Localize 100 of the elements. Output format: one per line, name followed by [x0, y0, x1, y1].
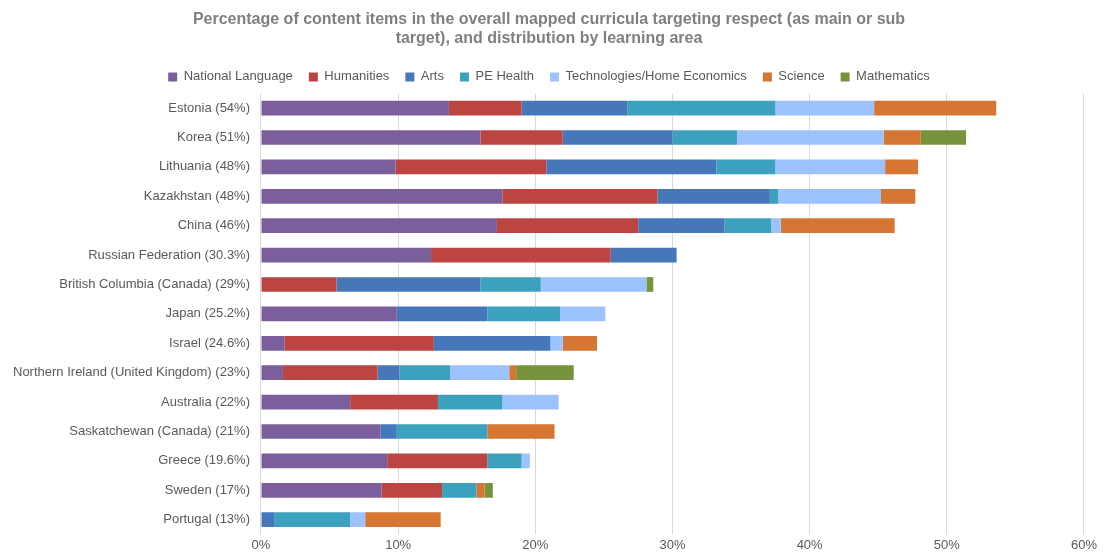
bar: [261, 100, 449, 116]
y-tick-label: Saskatchewan (Canada) (21%): [69, 423, 250, 439]
bar: [502, 394, 559, 410]
bar: [350, 512, 366, 528]
bar: [431, 247, 611, 263]
bar: [516, 365, 574, 381]
bar: [562, 335, 598, 351]
bar: [261, 482, 382, 498]
bar: [880, 188, 916, 204]
y-tick-label: Sweden (17%): [164, 481, 250, 497]
bar: [480, 277, 541, 292]
x-tick-label: 20%: [522, 536, 549, 552]
bar: [274, 512, 351, 528]
legend-label: Technologies/Home Economics: [565, 68, 748, 84]
bar: [716, 159, 776, 175]
bar: [885, 159, 919, 175]
bar: [387, 453, 488, 469]
bar: [261, 306, 397, 322]
bar: [780, 218, 895, 234]
bar: [261, 453, 388, 469]
bar: [377, 365, 400, 381]
bar: [261, 159, 396, 175]
bar: [261, 188, 503, 204]
bar: [672, 130, 737, 145]
bar: [521, 100, 628, 116]
bar: [448, 100, 522, 116]
bar: [487, 306, 561, 322]
bar: [521, 453, 530, 469]
bar: [399, 365, 451, 381]
bar: [480, 130, 563, 145]
bar: [769, 188, 779, 204]
bar: [509, 365, 517, 381]
bar: [381, 482, 443, 498]
bar: [336, 277, 481, 292]
x-tick-label: 40%: [796, 536, 824, 552]
bar: [540, 277, 647, 292]
x-tick-label: 30%: [659, 536, 686, 552]
bar: [610, 247, 677, 263]
bar: [874, 100, 997, 116]
bar: [261, 424, 381, 439]
bar: [546, 159, 717, 175]
legend-label: Mathematics: [856, 68, 931, 84]
bar: [657, 188, 770, 204]
bar: [261, 365, 283, 381]
x-tick-label: 60%: [1070, 536, 1098, 552]
bar: [487, 453, 522, 469]
bar: [646, 277, 654, 292]
y-tick-label: Korea (51%): [177, 129, 250, 145]
y-tick-label: Portugal (13%): [163, 511, 250, 527]
y-tick-label: Kazakhstan (48%): [143, 187, 250, 203]
x-tick-label: 50%: [933, 536, 961, 552]
bar: [920, 130, 967, 145]
bar: [476, 482, 485, 498]
bar: [550, 335, 563, 351]
bar: [437, 394, 503, 410]
bar: [433, 335, 551, 351]
bar: [365, 512, 441, 528]
x-tick-label: 10%: [385, 536, 412, 552]
y-tick-label: Japan (25.2%): [165, 305, 250, 321]
bar: [396, 306, 488, 322]
bar: [282, 365, 378, 381]
legend-label: Humanities: [324, 68, 390, 84]
bar: [261, 247, 432, 263]
bar: [562, 130, 673, 145]
y-tick-label: Lithuania (48%): [158, 158, 250, 174]
bar: [496, 218, 639, 234]
legend-label: Science: [778, 68, 825, 84]
bar: [396, 424, 488, 439]
chart-title: Percentage of content items in the overall mapped curricula targeting respect (as main or sub target), and distribution by learning area: [192, 10, 906, 47]
bar: [261, 335, 285, 351]
bar: [450, 365, 510, 381]
bar: [778, 188, 881, 204]
bar: [487, 424, 555, 439]
legend-label: Arts: [420, 68, 445, 84]
bar: [380, 424, 397, 439]
x-tick-label: 0%: [251, 536, 271, 552]
y-tick-label: Northern Ireland (United Kingdom) (23%): [13, 364, 250, 380]
bar: [350, 394, 438, 410]
bar: [261, 512, 275, 528]
bar: [484, 482, 493, 498]
y-tick-label: Estonia (54%): [168, 99, 250, 115]
bar: [261, 218, 497, 234]
bar: [395, 159, 547, 175]
bar: [502, 188, 658, 204]
bar: [261, 394, 351, 410]
y-tick-label: British Columbia (Canada) (29%): [59, 276, 250, 292]
bar: [261, 130, 481, 145]
legend-label: PE Health: [475, 68, 535, 84]
y-tick-label: Australia (22%): [161, 393, 250, 409]
y-tick-label: China (46%): [177, 217, 250, 233]
bar: [627, 100, 776, 116]
bar: [442, 482, 477, 498]
legend-label: National Language: [183, 68, 293, 84]
y-tick-label: Greece (19.6%): [158, 452, 250, 468]
y-tick-label: Russian Federation (30.3%): [88, 246, 250, 262]
bar: [560, 306, 606, 322]
bar: [775, 159, 886, 175]
y-tick-label: Israel (24.6%): [169, 334, 250, 350]
bar: [284, 335, 434, 351]
bar: [775, 100, 875, 116]
